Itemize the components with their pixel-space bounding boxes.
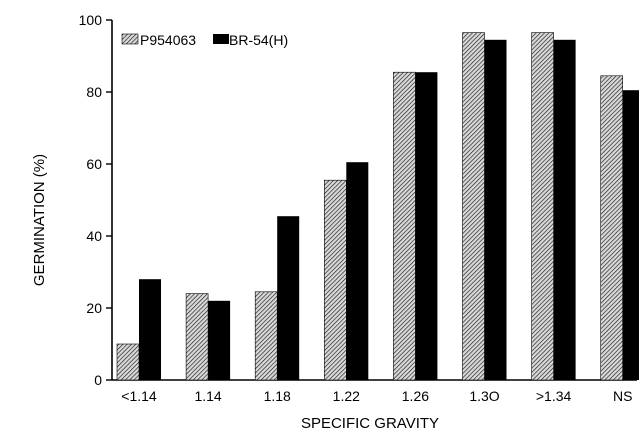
y-tick-label: 20	[86, 300, 102, 316]
bar-p954063	[254, 291, 278, 381]
x-tick-label: 1.18	[264, 388, 291, 404]
legend-label-br54h: BR-54(H)	[229, 32, 288, 48]
bar-p954063	[116, 343, 140, 381]
legend: P954063 BR-54(H)	[121, 32, 288, 48]
bar-br54h	[346, 162, 369, 380]
bar-br54h	[484, 39, 507, 381]
x-tick-label: 1.22	[333, 388, 360, 404]
bar-br54h	[622, 90, 639, 380]
x-ticks: <1.14 1.14 1.18 1.22 1.26 1.3O >1.34 NS	[121, 388, 632, 404]
legend-swatch-br54h	[213, 34, 229, 44]
legend-swatch-p954063	[121, 33, 139, 45]
bar-p954063	[185, 293, 209, 381]
bar-br54h	[553, 39, 576, 381]
y-axis-title: GERMINATION (%)	[31, 154, 48, 286]
bar-p954063	[323, 179, 347, 381]
y-tick-label: 80	[86, 84, 102, 100]
x-tick-label: NS	[613, 388, 632, 404]
bar-p954063	[462, 32, 485, 381]
bar-br54h	[277, 216, 300, 380]
y-tick-label: 60	[86, 156, 102, 172]
y-tick-label: 40	[86, 228, 102, 244]
bar-br54h	[208, 300, 231, 380]
bar-br54h	[415, 72, 438, 380]
x-tick-label: 1.14	[194, 388, 221, 404]
x-tick-label: 1.26	[402, 388, 429, 404]
y-tick-label: 100	[79, 12, 103, 28]
x-tick-label: <1.14	[121, 388, 157, 404]
x-tick-label: 1.3O	[469, 388, 499, 404]
y-ticks: 0 20 40 60 80 100	[79, 12, 112, 388]
x-axis-title: SPECIFIC GRAVITY	[301, 415, 439, 432]
legend-label-p954063: P954063	[140, 32, 196, 48]
bar-p954063	[393, 71, 416, 381]
bar-p954063	[600, 75, 624, 381]
x-tick-label: >1.34	[536, 388, 572, 404]
y-tick-label: 0	[94, 372, 102, 388]
bars	[116, 32, 639, 381]
bar-br54h	[139, 279, 161, 380]
bar-p954063	[531, 32, 554, 381]
